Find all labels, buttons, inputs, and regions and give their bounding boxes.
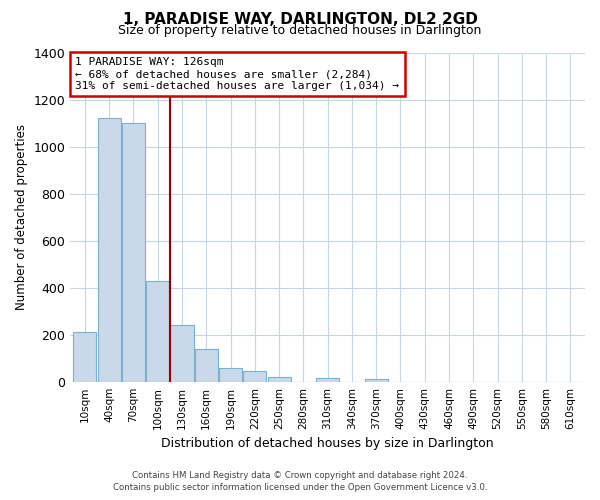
- Bar: [316, 378, 339, 382]
- Bar: [122, 123, 145, 382]
- X-axis label: Distribution of detached houses by size in Darlington: Distribution of detached houses by size …: [161, 437, 494, 450]
- Bar: [195, 349, 218, 382]
- Text: 1 PARADISE WAY: 126sqm
← 68% of detached houses are smaller (2,284)
31% of semi-: 1 PARADISE WAY: 126sqm ← 68% of detached…: [76, 58, 400, 90]
- Bar: [98, 118, 121, 382]
- Bar: [268, 377, 290, 382]
- Y-axis label: Number of detached properties: Number of detached properties: [15, 124, 28, 310]
- Bar: [170, 326, 194, 382]
- Text: Contains HM Land Registry data © Crown copyright and database right 2024.
Contai: Contains HM Land Registry data © Crown c…: [113, 471, 487, 492]
- Bar: [146, 280, 169, 382]
- Text: Size of property relative to detached houses in Darlington: Size of property relative to detached ho…: [118, 24, 482, 37]
- Bar: [73, 332, 97, 382]
- Bar: [219, 368, 242, 382]
- Text: 1, PARADISE WAY, DARLINGTON, DL2 2GD: 1, PARADISE WAY, DARLINGTON, DL2 2GD: [122, 12, 478, 28]
- Bar: [365, 380, 388, 382]
- Bar: [243, 371, 266, 382]
